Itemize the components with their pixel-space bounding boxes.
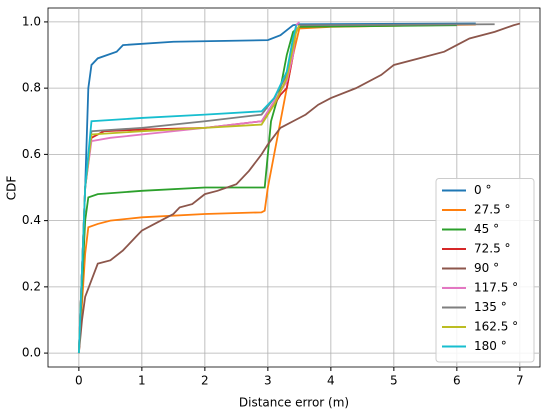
legend-label: 117.5 ° (474, 281, 518, 295)
y-tick-label: 0.0 (22, 346, 41, 360)
legend-label: 0 ° (474, 183, 491, 197)
legend-label: 180 ° (474, 339, 507, 353)
legend-label: 72.5 ° (474, 242, 511, 256)
legend-label: 162.5 ° (474, 320, 518, 334)
legend-label: 135 ° (474, 300, 507, 314)
x-tick-label: 1 (138, 374, 146, 388)
x-tick-label: 3 (264, 374, 272, 388)
legend-label: 27.5 ° (474, 203, 511, 217)
y-axis-label: CDF (5, 176, 19, 201)
x-tick-label: 5 (390, 374, 398, 388)
plot-frame (47, 7, 541, 368)
legend-label: 45 ° (474, 222, 499, 236)
series-line (77, 23, 476, 354)
x-tick-label: 7 (516, 374, 524, 388)
legend-box (435, 178, 535, 363)
y-tick-label: 1.0 (22, 14, 41, 28)
series-line (77, 24, 457, 354)
series-line (77, 22, 521, 354)
y-tick-label: 0.4 (22, 213, 41, 227)
x-tick-label: 2 (201, 374, 209, 388)
series-line (77, 22, 476, 354)
y-tick-label: 0.2 (22, 279, 41, 293)
x-tick-label: 0 (75, 374, 83, 388)
x-tick-label: 4 (327, 374, 335, 388)
series-line (77, 25, 298, 354)
legend-label: 90 ° (474, 261, 499, 275)
x-tick-label: 6 (453, 374, 461, 388)
y-tick-label: 0.6 (22, 147, 41, 161)
y-tick-label: 0.8 (22, 81, 41, 95)
x-axis-label: Distance error (m) (239, 396, 349, 410)
